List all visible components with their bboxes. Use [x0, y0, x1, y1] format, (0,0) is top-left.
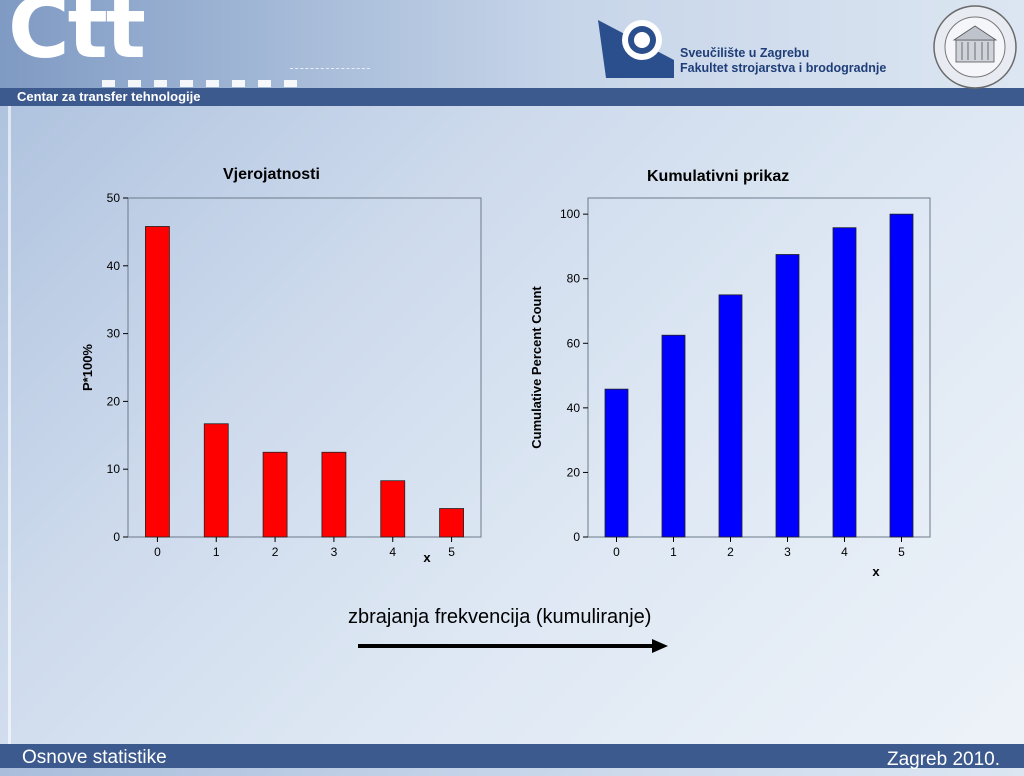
- university-line-1: Sveučilište u Zagrebu: [680, 46, 810, 60]
- chart-1-x-tick-label: 2: [272, 545, 279, 559]
- chart-1-y-axis-label: P*100%: [80, 344, 95, 391]
- chart-1-bar: [203, 423, 229, 538]
- chart-1-y-tick-label: 40: [107, 259, 121, 273]
- cumulative-bar-chart: 0 20 40 60 80 100 0 1 2 3 4 5 x Cumulative Percent Co…: [529, 197, 931, 579]
- chart-2-bar: [661, 334, 686, 538]
- chart-1-x-tick-label: 3: [331, 545, 338, 559]
- chart-1-bar: [262, 451, 288, 538]
- logo-dots: [102, 72, 310, 91]
- caption-text: zbrajanja frekvencija (kumuliranje): [348, 606, 652, 628]
- chart-2-x-axis-label: x: [872, 564, 880, 579]
- chart-2-y-tick-label: 80: [567, 272, 581, 286]
- chart-2-bar: [832, 227, 857, 538]
- university-name: Sveučilište u Zagrebu Fakultet strojarst…: [680, 46, 886, 76]
- chart-2-y-tick-label: 40: [567, 401, 581, 415]
- chart-2-plot-frame: [587, 197, 931, 538]
- chart-1-y-tick-label: 0: [113, 530, 120, 544]
- chart-2-x-tick-label: 3: [784, 545, 791, 559]
- chart-1-bar: [439, 508, 464, 538]
- chart-2-y-tick-label: 0: [573, 530, 580, 544]
- left-accent-stripe: [8, 106, 11, 744]
- chart-2-x-tick-label: 5: [898, 545, 905, 559]
- chart-2-bar: [604, 388, 629, 538]
- chart-2-y-tick-label: 100: [560, 207, 580, 221]
- chart-1-plot-frame: [127, 197, 482, 538]
- chart-2-y-tick-label: 20: [567, 465, 581, 479]
- university-emblem-icon: [598, 20, 674, 78]
- chart-1-y-tick-label: 20: [107, 394, 121, 408]
- university-line-2: Fakultet strojarstva i brodogradnje: [680, 61, 887, 75]
- footer-right-text: Zagreb 2010.: [886, 749, 1000, 770]
- probability-bar-chart: 0 10 20 30 40 50 0 1 2 3 4 5 x P*100%: [80, 191, 482, 565]
- header-bar: [0, 88, 1024, 106]
- chart-2-x-tick-label: 4: [841, 545, 848, 559]
- right-arrow-icon: [358, 639, 668, 653]
- chart-1-x-tick-label: 5: [448, 545, 455, 559]
- university-seal-icon: [933, 5, 1017, 89]
- chart-2-y-axis-label: Cumulative Percent Count: [529, 286, 544, 449]
- chart-1-x-tick-label: 4: [389, 545, 396, 559]
- footer-bar: [0, 744, 1024, 768]
- chart-1-x-tick-label: 1: [213, 545, 220, 559]
- chart-2-x-tick-label: 1: [670, 545, 677, 559]
- chart-1-x-axis-label: x: [423, 550, 431, 565]
- chart-2-x-tick-label: 0: [613, 545, 620, 559]
- header-band: [0, 0, 1024, 88]
- chart-2-bar: [889, 213, 914, 538]
- chart-1-title: Vjerojatnosti: [223, 166, 320, 183]
- chart-2-x-tick-label: 2: [727, 545, 734, 559]
- chart-1-bar: [321, 451, 347, 538]
- chart-2-y-tick-label: 60: [567, 336, 581, 350]
- chart-1-x-tick-label: 0: [154, 545, 161, 559]
- ctt-logo: Ctt: [8, 0, 146, 77]
- chart-1-bar: [145, 226, 170, 538]
- chart-1-bar: [380, 480, 406, 538]
- chart-2-title: Kumulativni prikaz: [647, 168, 790, 185]
- logo-dashline: [290, 68, 370, 69]
- chart-2-bar: [718, 294, 743, 538]
- chart-2-bar: [775, 254, 800, 538]
- footer-left-text: Osnove statistike: [22, 747, 167, 768]
- chart-1-y-tick-label: 10: [107, 462, 121, 476]
- header-subtitle: Centar za transfer tehnologije: [17, 89, 201, 104]
- chart-1-y-tick-label: 30: [107, 327, 121, 341]
- chart-1-y-tick-label: 50: [107, 191, 121, 205]
